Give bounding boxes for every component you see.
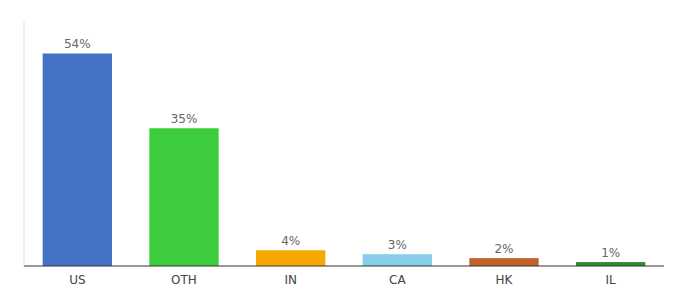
data-label: 54% bbox=[64, 37, 91, 51]
chart-svg: 54% 35% 4% 3% 2% 1% US OTH IN CA HK IL bbox=[0, 0, 680, 300]
x-tick-label: IN bbox=[284, 273, 297, 287]
data-label: 3% bbox=[388, 238, 407, 252]
bar bbox=[469, 258, 538, 266]
x-tick-label: CA bbox=[389, 273, 406, 287]
x-tick-label: OTH bbox=[171, 273, 197, 287]
data-label: 2% bbox=[494, 242, 513, 256]
chart-container: 54% 35% 4% 3% 2% 1% US OTH IN CA HK IL bbox=[0, 0, 680, 300]
data-labels: 54% 35% 4% 3% 2% 1% bbox=[64, 37, 620, 260]
bar bbox=[43, 53, 112, 266]
bar bbox=[256, 250, 325, 266]
bar bbox=[149, 128, 218, 266]
x-tick-label: IL bbox=[606, 273, 617, 287]
data-label: 1% bbox=[601, 246, 620, 260]
x-axis-line bbox=[24, 266, 664, 267]
data-label: 35% bbox=[171, 112, 198, 126]
data-label: 4% bbox=[281, 234, 300, 248]
bars bbox=[43, 53, 646, 266]
bar bbox=[363, 254, 432, 266]
y-axis-line bbox=[24, 22, 25, 266]
bar bbox=[576, 262, 645, 266]
x-tick-label: HK bbox=[496, 273, 514, 287]
x-tick-labels: US OTH IN CA HK IL bbox=[69, 273, 616, 287]
x-tick-label: US bbox=[69, 273, 85, 287]
